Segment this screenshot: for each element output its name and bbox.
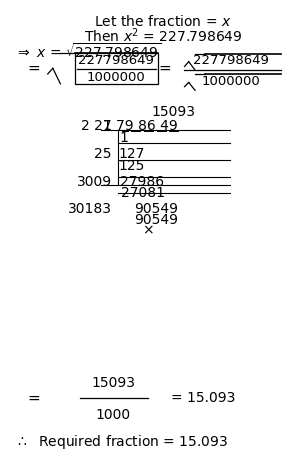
- Text: 127: 127: [119, 147, 145, 162]
- Text: 90549: 90549: [134, 213, 178, 227]
- Text: Let the fraction = $x$: Let the fraction = $x$: [95, 14, 232, 29]
- Text: 25: 25: [94, 147, 112, 162]
- Text: 227798649: 227798649: [193, 54, 269, 67]
- Text: 1: 1: [103, 119, 112, 133]
- Text: 1: 1: [120, 131, 128, 146]
- Text: Then $x^2$ = 227.798649: Then $x^2$ = 227.798649: [84, 26, 243, 45]
- Text: $\therefore$  Required fraction = 15.093: $\therefore$ Required fraction = 15.093: [15, 433, 228, 451]
- Text: 30183: 30183: [68, 202, 112, 216]
- Text: 227798649: 227798649: [78, 54, 154, 67]
- Text: =: =: [27, 390, 40, 406]
- Text: 1000000: 1000000: [202, 74, 260, 88]
- Text: =: =: [27, 61, 40, 76]
- Text: ×: ×: [143, 224, 154, 238]
- Text: 15093: 15093: [152, 105, 196, 119]
- Bar: [75, 53, 158, 84]
- Text: 15093: 15093: [91, 376, 135, 390]
- Text: 27081: 27081: [120, 186, 165, 200]
- Text: 125: 125: [119, 159, 145, 173]
- Text: 1000000: 1000000: [87, 71, 146, 84]
- Text: =: =: [158, 61, 171, 76]
- Text: 1000: 1000: [96, 408, 131, 422]
- Text: 2 27 79 86 49: 2 27 79 86 49: [82, 119, 178, 133]
- Text: = 15.093: = 15.093: [171, 391, 235, 405]
- Text: 90549: 90549: [134, 202, 178, 216]
- Text: $\Rightarrow$ $x$ = $\sqrt{227.798649}$: $\Rightarrow$ $x$ = $\sqrt{227.798649}$: [15, 42, 161, 61]
- Text: 27986: 27986: [120, 175, 165, 189]
- Text: 3009: 3009: [77, 175, 112, 189]
